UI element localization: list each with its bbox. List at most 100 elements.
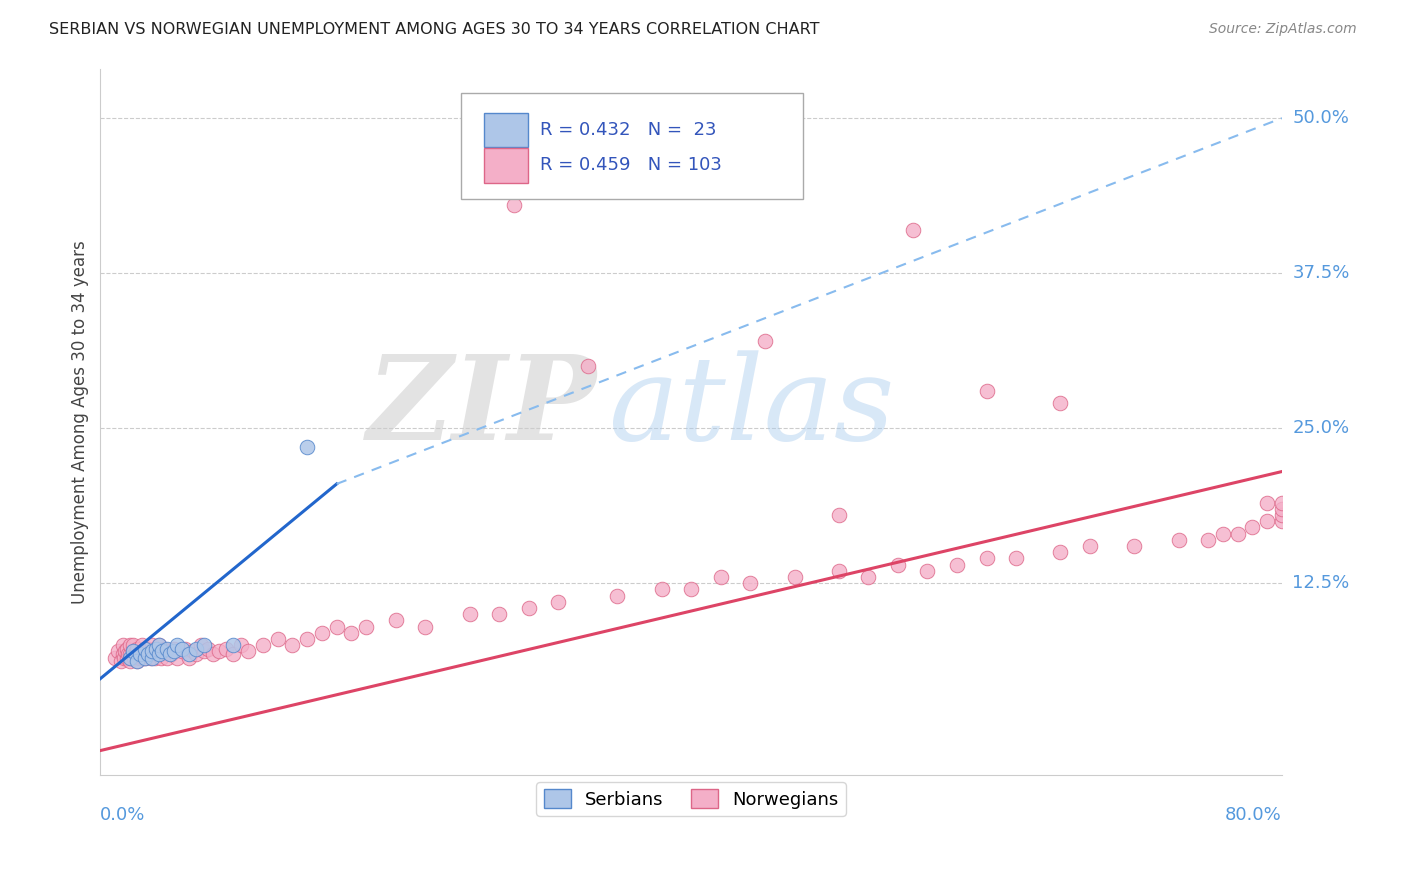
Point	[129, 647, 152, 661]
Point	[114, 644, 136, 658]
Point	[170, 641, 193, 656]
Point	[1271, 508, 1294, 522]
Point	[124, 650, 146, 665]
Point	[186, 641, 208, 656]
Point	[1167, 533, 1189, 547]
Point	[163, 644, 186, 658]
Point	[128, 647, 150, 661]
Point	[112, 650, 135, 665]
Point	[190, 638, 212, 652]
Point	[117, 647, 139, 661]
Point	[340, 625, 363, 640]
Point	[1271, 501, 1294, 516]
Point	[141, 647, 163, 661]
Point	[295, 632, 318, 646]
Point	[740, 576, 762, 591]
Point	[121, 644, 143, 658]
Text: R = 0.432   N =  23: R = 0.432 N = 23	[540, 121, 717, 139]
Point	[354, 619, 377, 633]
Point	[754, 334, 776, 349]
Text: 80.0%: 80.0%	[1225, 806, 1282, 824]
Text: atlas: atlas	[609, 351, 894, 465]
Point	[1241, 520, 1264, 534]
Point	[651, 173, 673, 187]
Point	[1226, 526, 1249, 541]
Point	[125, 644, 148, 658]
Point	[141, 638, 163, 652]
Point	[266, 632, 288, 646]
Point	[143, 650, 166, 665]
Point	[917, 564, 939, 578]
Text: 0.0%: 0.0%	[100, 806, 146, 824]
Point	[132, 650, 155, 665]
Point	[145, 641, 167, 656]
Point	[148, 638, 170, 652]
Point	[121, 638, 143, 652]
Point	[183, 644, 205, 658]
Point	[129, 650, 152, 665]
Point	[201, 647, 224, 661]
Point	[135, 644, 157, 658]
Point	[166, 650, 188, 665]
Point	[139, 650, 162, 665]
Point	[163, 641, 186, 656]
Point	[503, 198, 526, 212]
Text: R = 0.459   N = 103: R = 0.459 N = 103	[540, 156, 721, 174]
Point	[134, 650, 156, 665]
Point	[710, 570, 733, 584]
Point	[311, 625, 333, 640]
Point	[127, 654, 149, 668]
Point	[134, 647, 156, 661]
Point	[148, 647, 170, 661]
Point	[141, 644, 163, 658]
Point	[458, 607, 481, 622]
Point	[1005, 551, 1028, 566]
Point	[177, 647, 200, 661]
Point	[148, 638, 170, 652]
Point	[118, 654, 141, 668]
Point	[946, 558, 969, 572]
Point	[157, 644, 180, 658]
Point	[193, 644, 215, 658]
Point	[858, 570, 880, 584]
Point	[121, 644, 143, 658]
Point	[651, 582, 673, 597]
Point	[976, 551, 998, 566]
Point	[325, 619, 347, 633]
Point	[127, 641, 149, 656]
Point	[131, 638, 153, 652]
Point	[222, 638, 245, 652]
Point	[118, 650, 141, 665]
Point	[295, 440, 318, 454]
Point	[159, 647, 181, 661]
Point	[118, 638, 141, 652]
Point	[170, 644, 193, 658]
Point	[976, 384, 998, 398]
Point	[1212, 526, 1234, 541]
FancyBboxPatch shape	[461, 94, 803, 199]
Point	[1271, 514, 1294, 528]
Point	[207, 644, 229, 658]
Point	[547, 595, 569, 609]
Legend: Serbians, Norwegians: Serbians, Norwegians	[537, 782, 846, 816]
Point	[1123, 539, 1146, 553]
Point	[118, 647, 141, 661]
Point	[576, 359, 599, 373]
Point	[177, 650, 200, 665]
Y-axis label: Unemployment Among Ages 30 to 34 years: Unemployment Among Ages 30 to 34 years	[72, 240, 89, 604]
Point	[141, 650, 163, 665]
Point	[1256, 495, 1278, 509]
Point	[166, 638, 188, 652]
Point	[134, 641, 156, 656]
Point	[517, 601, 540, 615]
Point	[127, 654, 149, 668]
Point	[229, 638, 252, 652]
Point	[413, 619, 436, 633]
Point	[1078, 539, 1101, 553]
Point	[222, 647, 245, 661]
Point	[197, 641, 219, 656]
Point	[149, 650, 172, 665]
Text: 25.0%: 25.0%	[1292, 419, 1350, 437]
Point	[111, 638, 134, 652]
Point	[281, 638, 304, 652]
